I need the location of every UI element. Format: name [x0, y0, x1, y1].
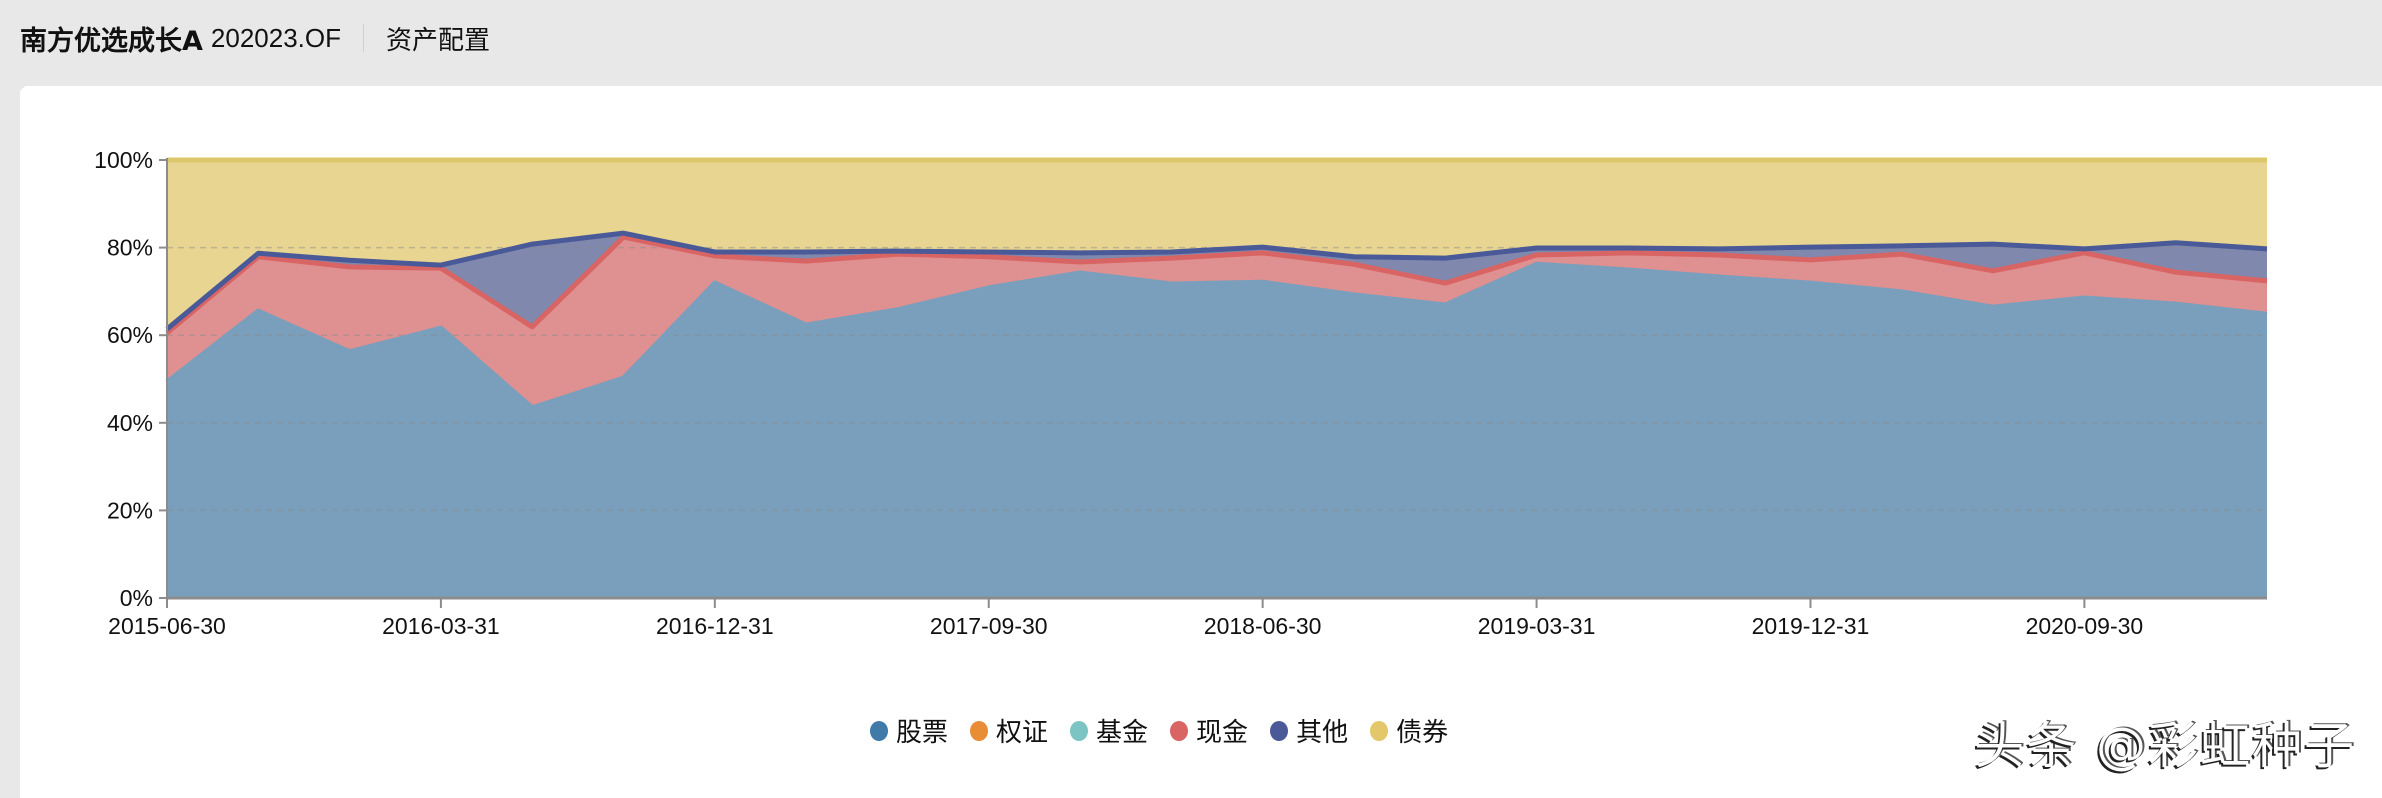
- x-tick-label: 2015-06-30: [108, 613, 226, 639]
- legend-label: 股票: [896, 718, 949, 748]
- legend-dot-icon: [1370, 720, 1389, 741]
- legend-item[interactable]: 其他: [1270, 712, 1348, 749]
- legend-item[interactable]: 现金: [1170, 712, 1248, 749]
- x-tick-label: 2018-06-30: [1204, 613, 1322, 639]
- legend-label: 其他: [1296, 718, 1349, 748]
- x-tick-label: 2019-03-31: [1478, 613, 1596, 639]
- fund-name: 南方优选成长A: [20, 25, 203, 57]
- area-股票[interactable]: [167, 264, 2267, 598]
- watermark: 头条 @彩虹种子: [1974, 717, 2356, 775]
- legend-item[interactable]: 股票: [870, 712, 948, 749]
- area-现金[interactable]: [167, 237, 2267, 408]
- header-divider: [363, 24, 364, 52]
- x-tick-label: 2016-12-31: [656, 613, 774, 639]
- legend-dot-icon: [1070, 720, 1089, 741]
- legend-label: 基金: [1096, 718, 1149, 748]
- line-现金: [165, 234, 2268, 335]
- y-tick-label: 20%: [107, 497, 153, 523]
- legend-dot-icon: [1270, 720, 1289, 741]
- line-股票: [165, 261, 2268, 411]
- legend-dot-icon: [1170, 720, 1189, 741]
- x-tick-label: 2019-12-31: [1752, 613, 1870, 639]
- legend-item[interactable]: 债券: [1370, 712, 1448, 749]
- legend-label: 权证: [996, 718, 1049, 748]
- y-tick-label: 60%: [107, 322, 153, 348]
- x-tick-label: 2020-09-30: [2026, 613, 2144, 639]
- legend-dot-icon: [870, 720, 888, 741]
- chart-legend: 股票 权证 基金 现金 其他 债券: [870, 712, 1470, 749]
- y-tick-label: 100%: [94, 147, 153, 173]
- header: 南方优选成长A 202023.OF 资产配置: [20, 0, 490, 76]
- x-tick-label: 2016-03-31: [382, 613, 500, 639]
- legend-label: 现金: [1196, 718, 1249, 748]
- y-tick-label: 0%: [120, 585, 153, 611]
- fund-code: 202023.OF: [210, 22, 341, 53]
- section-title: 资产配置: [386, 25, 491, 56]
- legend-item[interactable]: 基金: [1070, 712, 1148, 749]
- y-tick-label: 80%: [107, 235, 153, 261]
- area-债券[interactable]: [167, 160, 2267, 330]
- x-tick-label: 2017-09-30: [930, 613, 1048, 639]
- legend-dot-icon: [970, 720, 989, 741]
- y-tick-label: 40%: [107, 410, 153, 436]
- line-其他: [165, 230, 2268, 331]
- legend-item[interactable]: 权证: [970, 712, 1048, 749]
- legend-label: 债券: [1396, 718, 1449, 748]
